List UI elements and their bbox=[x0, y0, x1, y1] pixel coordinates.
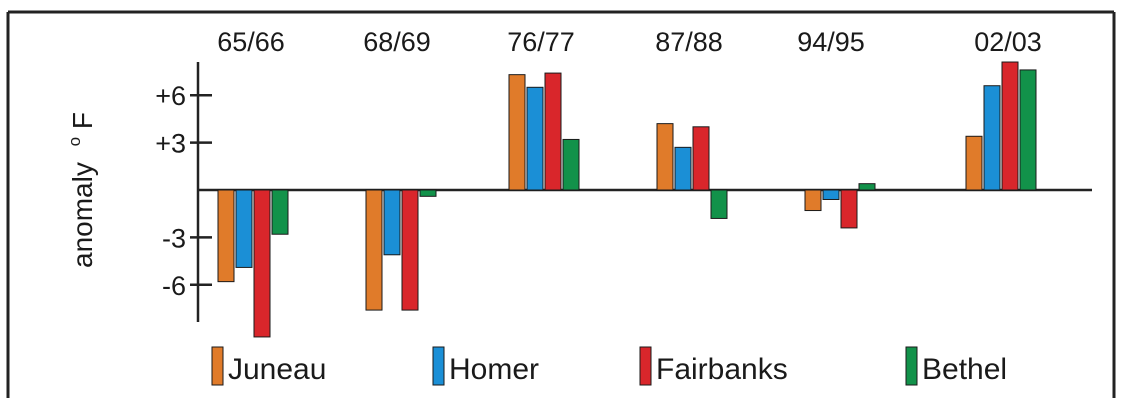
bar-juneau-4 bbox=[804, 189, 822, 212]
y-tick-label: +6 bbox=[155, 81, 186, 111]
bar-juneau-2 bbox=[508, 74, 526, 191]
bar-fairbanks-0 bbox=[253, 189, 271, 338]
y-tick-label: -6 bbox=[162, 271, 186, 301]
legend-swatch-homer bbox=[432, 346, 445, 386]
bar-homer-1 bbox=[383, 189, 401, 256]
bar-homer-4 bbox=[822, 189, 840, 200]
category-label: 76/77 bbox=[507, 27, 575, 57]
axes bbox=[196, 62, 1092, 322]
y-tick-label: +3 bbox=[155, 129, 186, 159]
category-label: 68/69 bbox=[363, 27, 431, 57]
bar-fairbanks-2 bbox=[544, 72, 562, 191]
bar-homer-5 bbox=[983, 85, 1001, 191]
bar-bethel-1 bbox=[419, 189, 437, 197]
bar-juneau-5 bbox=[965, 135, 983, 191]
category-labels: 65/66 68/69 76/77 87/88 94/95 02/03 bbox=[217, 27, 1042, 57]
y-ticks: +6 +3 -3 -6 bbox=[155, 81, 212, 301]
bar-juneau-1 bbox=[365, 189, 383, 311]
category-label: 94/95 bbox=[797, 27, 865, 57]
y-axis-title-unit: F bbox=[67, 112, 98, 129]
legend: Juneau Homer Fairbanks Bethel bbox=[211, 346, 1007, 386]
bar-juneau-0 bbox=[217, 189, 235, 283]
bars bbox=[217, 61, 1037, 338]
bar-bethel-5 bbox=[1019, 69, 1037, 191]
legend-label-homer: Homer bbox=[449, 353, 539, 386]
legend-swatch-fairbanks bbox=[639, 346, 652, 386]
legend-label-juneau: Juneau bbox=[228, 353, 326, 386]
bar-homer-3 bbox=[674, 146, 692, 191]
bar-juneau-3 bbox=[656, 123, 674, 191]
legend-label-bethel: Bethel bbox=[922, 353, 1007, 386]
legend-swatch-bethel bbox=[905, 346, 918, 386]
bar-bethel-0 bbox=[271, 189, 289, 235]
bar-fairbanks-5 bbox=[1001, 61, 1019, 191]
category-label: 65/66 bbox=[217, 27, 285, 57]
bar-bethel-2 bbox=[562, 138, 580, 191]
bar-fairbanks-4 bbox=[840, 189, 858, 229]
y-axis-title-degree: o bbox=[65, 137, 84, 146]
y-axis-title: anomaly o F bbox=[55, 112, 98, 268]
y-axis-title-text: anomaly bbox=[67, 162, 98, 268]
legend-swatch-juneau bbox=[211, 346, 224, 386]
y-tick-label: -3 bbox=[162, 223, 186, 253]
bar-homer-0 bbox=[235, 189, 253, 268]
bar-fairbanks-1 bbox=[401, 189, 419, 311]
category-label: 87/88 bbox=[655, 27, 723, 57]
bar-homer-2 bbox=[526, 86, 544, 191]
bar-bethel-4 bbox=[858, 183, 876, 191]
legend-label-fairbanks: Fairbanks bbox=[656, 353, 788, 386]
category-label: 02/03 bbox=[974, 27, 1042, 57]
bar-bethel-3 bbox=[710, 189, 728, 219]
bar-fairbanks-3 bbox=[692, 126, 710, 191]
